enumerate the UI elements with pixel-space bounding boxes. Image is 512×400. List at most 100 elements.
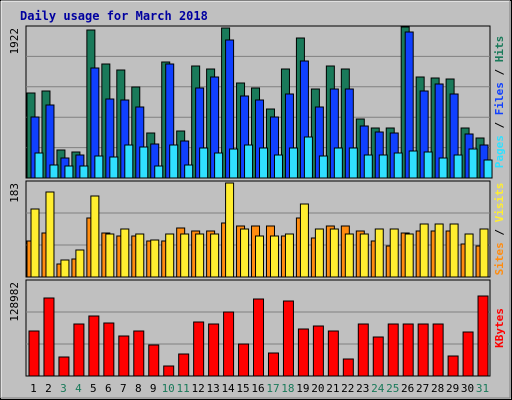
panel-hits-files-pages: 1922 Pages / Files / Hits — [8, 25, 506, 179]
bar-pages-day-11 — [184, 164, 194, 179]
bar-sites-day-10 — [165, 233, 175, 278]
legend-entry-hits: Hits — [493, 36, 506, 63]
bar-sites-day-2 — [45, 191, 55, 278]
bar-kbytes-day-23 — [357, 323, 369, 377]
x-tick-label-day-20: 20 — [311, 382, 324, 395]
bar-pages-day-3 — [64, 165, 74, 179]
bar-sites-day-14 — [225, 182, 235, 278]
legend-separator: / — [493, 62, 506, 82]
x-tick-label-day-29: 29 — [446, 382, 459, 395]
bar-pages-day-15 — [244, 144, 254, 179]
bar-kbytes-day-25 — [387, 323, 399, 377]
x-tick-label-day-31: 31 — [476, 382, 489, 395]
bar-pages-day-12 — [199, 147, 209, 179]
x-tick-label-day-1: 1 — [30, 382, 37, 395]
bar-kbytes-day-20 — [312, 325, 324, 377]
x-tick-label-day-23: 23 — [356, 382, 369, 395]
x-tick-label-day-9: 9 — [150, 382, 157, 395]
bar-pages-day-8 — [139, 146, 149, 179]
bar-pages-day-25 — [393, 152, 403, 179]
bar-pages-day-5 — [94, 155, 104, 179]
series-legend-hits-files-pages: Pages / Files / Hits — [493, 36, 506, 169]
legend-entry-pages: Pages — [493, 135, 506, 168]
series-legend-kbytes: KBytes — [493, 308, 506, 348]
bar-sites-day-7 — [120, 228, 130, 278]
bar-kbytes-day-1 — [28, 330, 40, 377]
chart-title: Daily usage for March 2018 — [20, 9, 208, 23]
x-tick-label-day-26: 26 — [401, 382, 414, 395]
x-tick-label-day-4: 4 — [75, 382, 82, 395]
x-tick-label-day-3: 3 — [60, 382, 67, 395]
x-tick-label-day-12: 12 — [192, 382, 205, 395]
bar-sites-day-8 — [135, 233, 145, 278]
bar-sites-day-16 — [255, 235, 265, 278]
bar-kbytes-day-31 — [477, 295, 489, 377]
bar-kbytes-day-16 — [253, 298, 265, 377]
bar-kbytes-day-28 — [432, 323, 444, 377]
bar-pages-day-29 — [453, 154, 463, 179]
x-tick-label-day-7: 7 — [120, 382, 127, 395]
y-max-label: 183 — [8, 183, 21, 203]
bar-kbytes-day-26 — [402, 323, 414, 377]
bar-sites-day-26 — [404, 233, 414, 278]
bar-pages-day-16 — [259, 147, 269, 179]
bar-kbytes-day-10 — [163, 365, 175, 377]
bar-kbytes-day-29 — [447, 355, 459, 377]
bar-pages-day-17 — [273, 154, 283, 179]
bar-pages-day-4 — [79, 165, 89, 179]
bar-pages-day-9 — [154, 165, 164, 179]
bar-kbytes-day-19 — [297, 328, 309, 377]
bar-pages-day-14 — [229, 148, 239, 179]
x-tick-label-day-6: 6 — [105, 382, 112, 395]
bar-sites-day-9 — [150, 239, 160, 278]
x-tick-label-day-18: 18 — [281, 382, 294, 395]
bar-pages-day-28 — [438, 157, 448, 179]
bar-sites-day-24 — [374, 228, 384, 278]
panel-kbytes: 128982 KBytes — [8, 279, 506, 377]
bar-kbytes-day-14 — [223, 311, 235, 377]
bar-pages-day-13 — [214, 152, 224, 179]
bar-sites-day-1 — [30, 208, 40, 278]
x-tick-label-day-16: 16 — [251, 382, 264, 395]
bar-kbytes-day-15 — [238, 343, 250, 377]
legend-entry-kbytes: KBytes — [493, 308, 506, 348]
bar-kbytes-day-30 — [462, 331, 474, 377]
x-tick-label-day-19: 19 — [296, 382, 309, 395]
legend-entry-files: Files — [493, 82, 506, 115]
x-tick-label-day-30: 30 — [461, 382, 474, 395]
bar-pages-day-1 — [34, 152, 44, 179]
bar-pages-day-19 — [303, 136, 313, 179]
x-tick-label-day-13: 13 — [206, 382, 219, 395]
bar-sites-day-17 — [269, 235, 279, 278]
x-tick-label-day-14: 14 — [221, 382, 235, 395]
bar-pages-day-30 — [468, 148, 478, 179]
bar-pages-day-10 — [169, 144, 179, 179]
bar-sites-day-23 — [359, 233, 369, 278]
bar-sites-day-21 — [329, 228, 339, 278]
bar-sites-day-6 — [105, 233, 115, 278]
bar-sites-day-15 — [240, 228, 250, 278]
bar-sites-day-25 — [389, 228, 399, 278]
bar-sites-day-3 — [60, 259, 70, 278]
bar-kbytes-day-13 — [208, 323, 220, 377]
bar-pages-day-23 — [363, 154, 373, 179]
bar-kbytes-day-22 — [342, 358, 354, 377]
x-tick-label-day-2: 2 — [45, 382, 52, 395]
bar-pages-day-2 — [49, 164, 59, 179]
y-max-label: 1922 — [8, 28, 21, 55]
bar-sites-day-5 — [90, 195, 100, 278]
legend-separator: / — [493, 115, 506, 135]
bar-sites-day-31 — [479, 228, 489, 278]
x-tick-label-day-21: 21 — [326, 382, 339, 395]
bar-pages-day-27 — [423, 151, 433, 179]
bar-sites-day-20 — [314, 228, 324, 278]
bar-sites-day-4 — [75, 249, 85, 278]
x-tick-label-day-5: 5 — [90, 382, 97, 395]
x-tick-label-day-10: 10 — [162, 382, 175, 395]
x-axis-labels: 1 2 3 4 5 6 7 8 9 10 11 12 13 14 15 16 17 18 19 20 21 22 23 24 2… — [30, 382, 489, 395]
bar-sites-day-30 — [464, 233, 474, 278]
series-legend-sites-visits: Sites / Visits — [493, 183, 506, 276]
bar-kbytes-day-12 — [193, 321, 205, 377]
